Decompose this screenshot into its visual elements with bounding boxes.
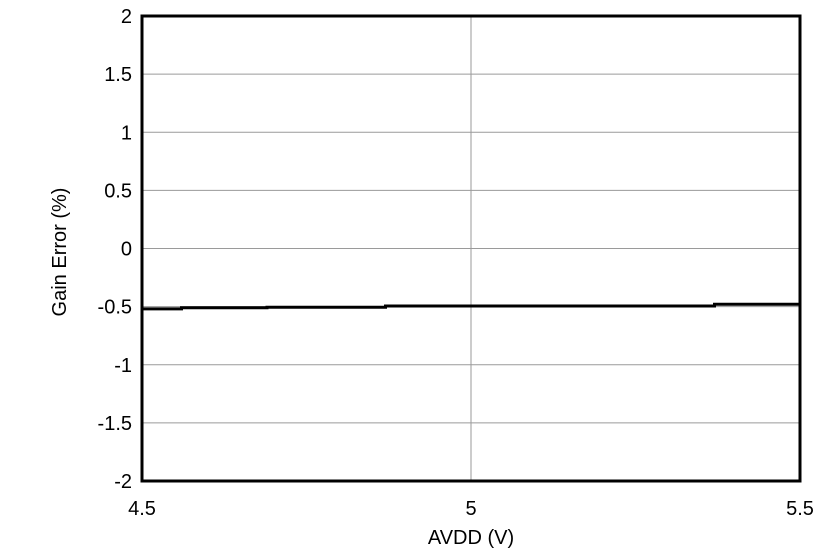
y-tick-label: 0.5 (104, 180, 132, 202)
y-tick-label: 2 (121, 6, 132, 28)
x-tick-label: 5.5 (786, 498, 814, 520)
y-tick-label: 1 (121, 122, 132, 144)
y-tick-label: -1.5 (98, 413, 132, 435)
plot-frame (140, 14, 802, 483)
x-tick-label: 5 (465, 498, 476, 520)
y-axis-title: Gain Error (%) (49, 187, 71, 317)
y-tick-label: -1 (114, 355, 132, 377)
y-tick-label: 1.5 (104, 64, 132, 86)
x-axis-title: AVDD (V) (427, 527, 515, 549)
y-tick-label: -0.5 (98, 297, 132, 319)
y-tick-label: 0 (121, 239, 132, 261)
x-tick-label: 4.5 (128, 498, 156, 520)
gain-error-trace (142, 302, 800, 311)
y-tick-label: -2 (114, 471, 132, 493)
